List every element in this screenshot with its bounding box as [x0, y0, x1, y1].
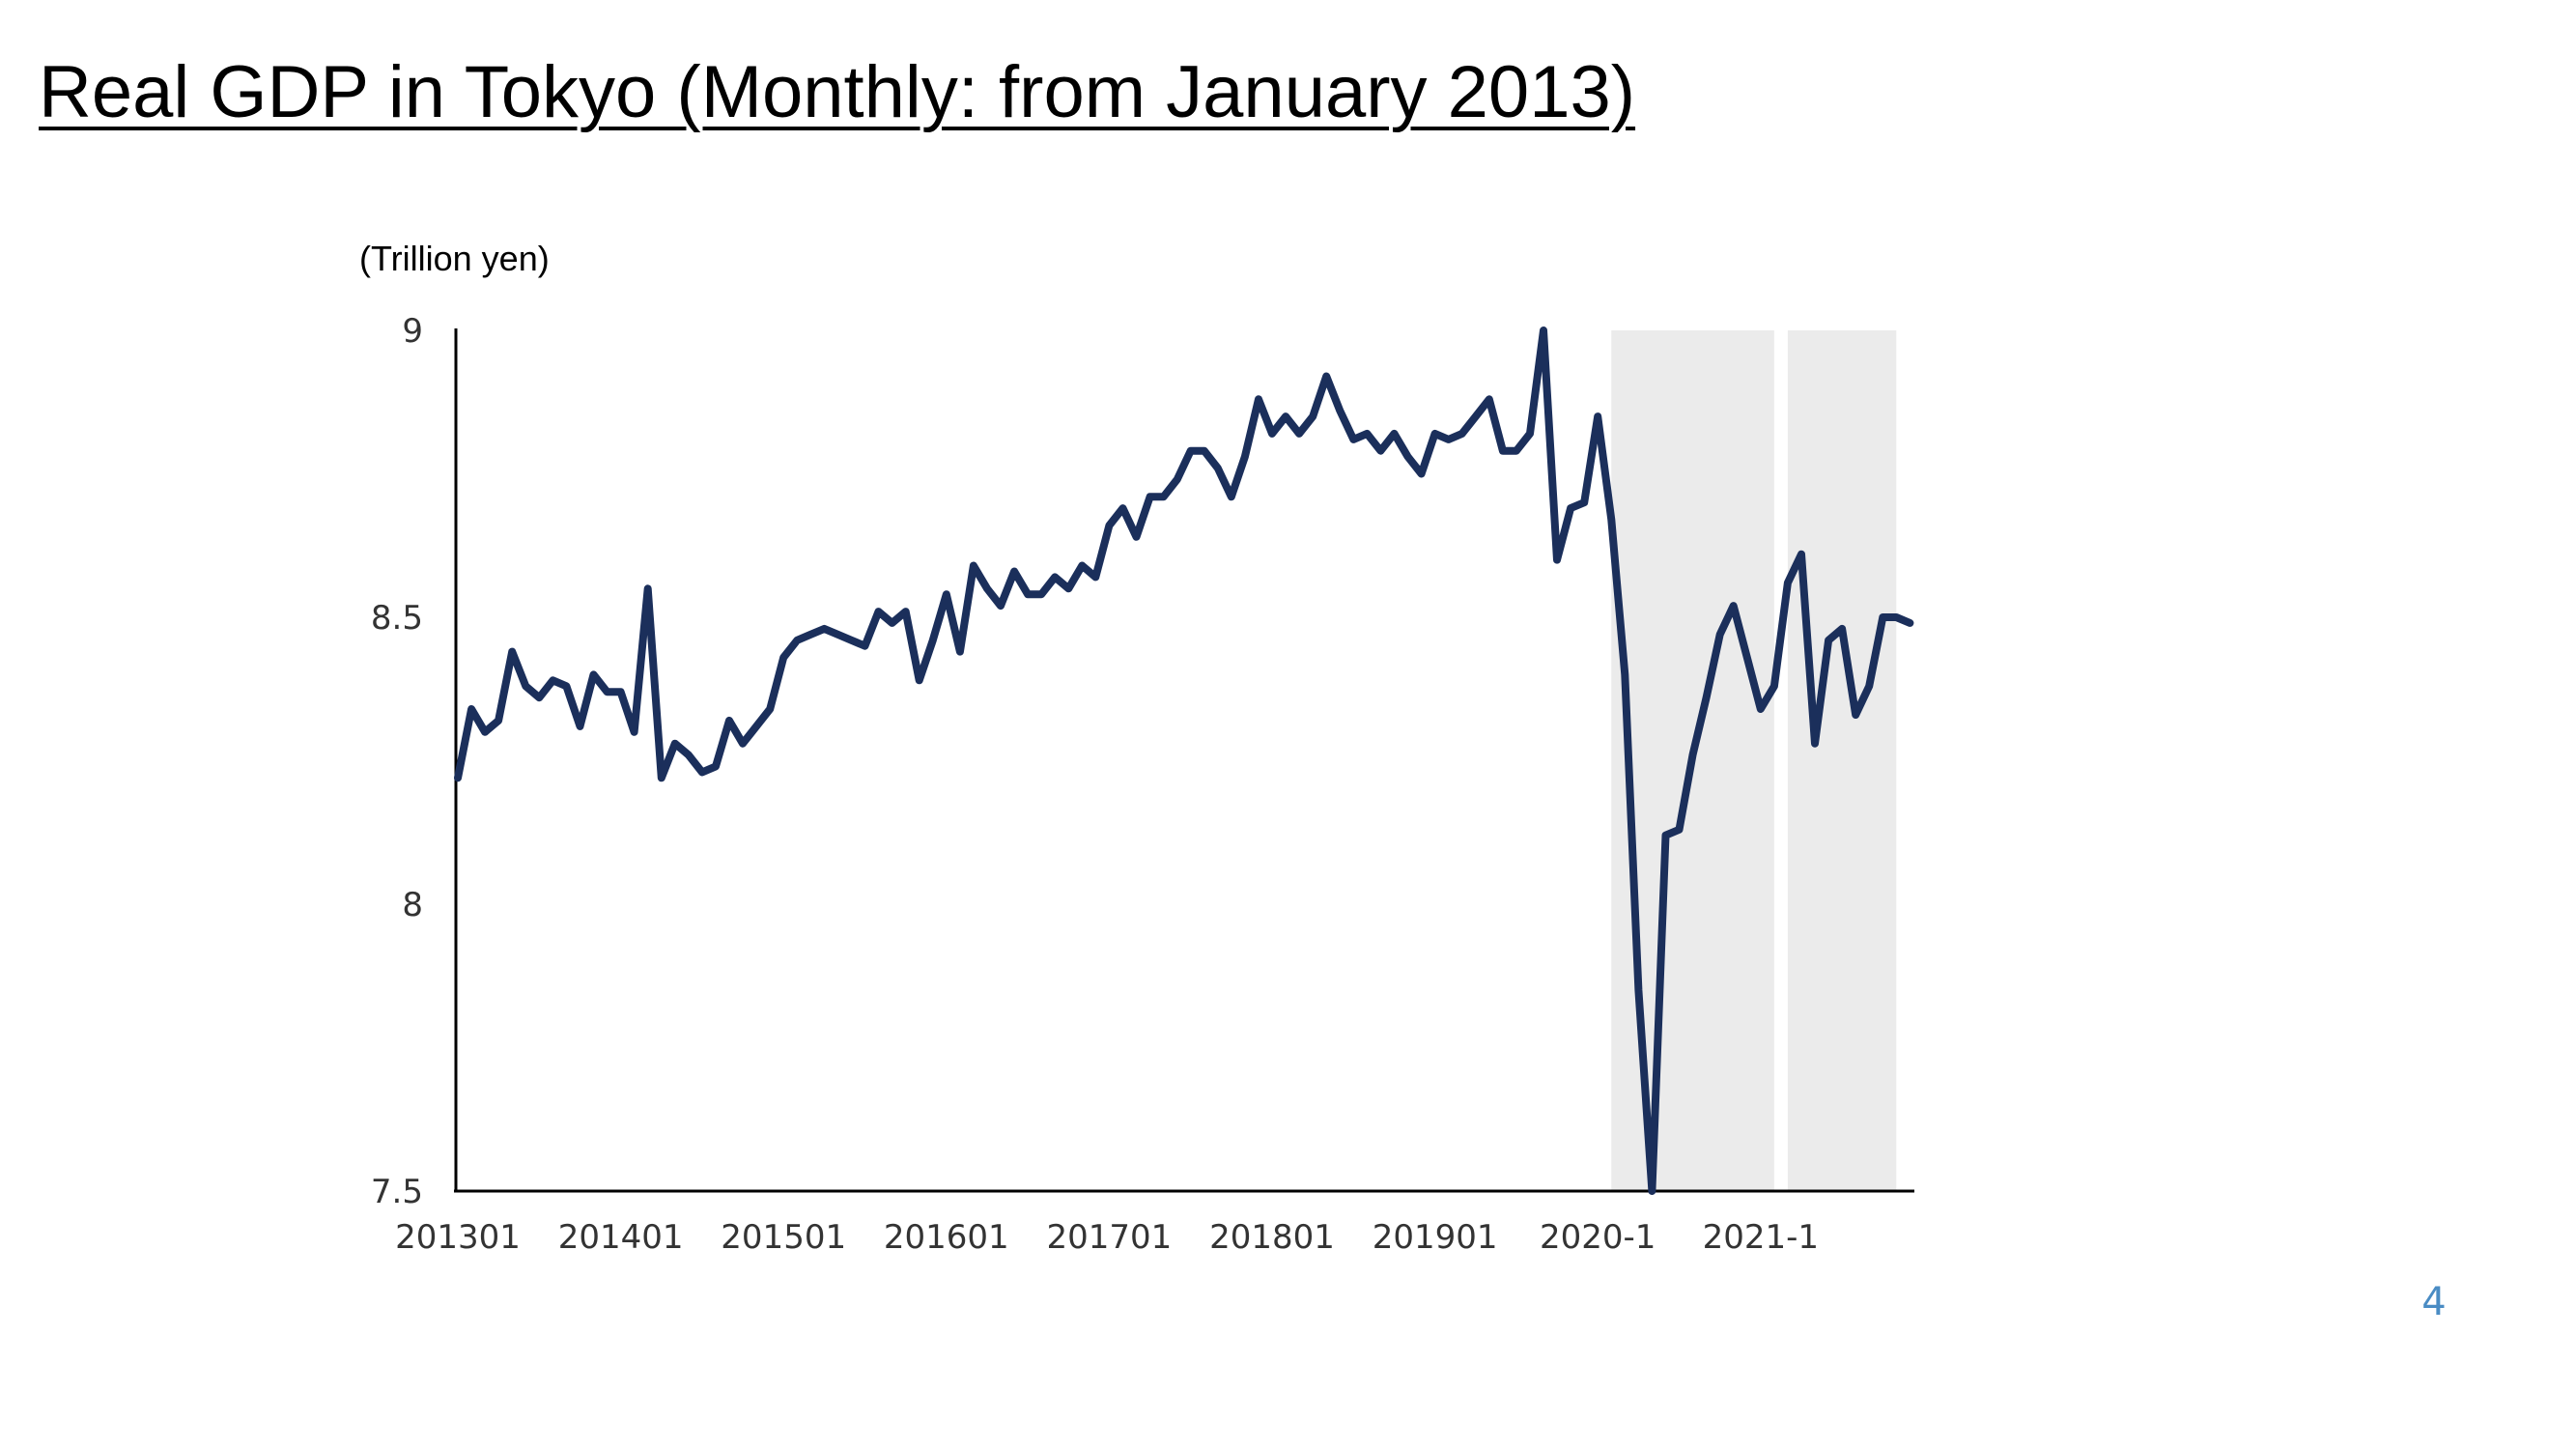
y-tick-label: 7.5	[371, 1173, 423, 1211]
y-tick-label: 9	[402, 312, 423, 351]
x-tick-label: 201301	[395, 1218, 521, 1257]
y-axis-tick-labels: 9 8.5 8 7.5	[371, 312, 423, 1211]
x-tick-label: 201601	[884, 1218, 1009, 1257]
x-tick-label: 201401	[558, 1218, 684, 1257]
y-axis-unit-label: (Trillion yen)	[359, 239, 550, 278]
x-axis-tick-labels: 201301 201401 201501 201601 201701 201801 2019…	[395, 1218, 1819, 1257]
x-tick-label: 201901	[1373, 1218, 1498, 1257]
slide-title: Real GDP in Tokyo (Monthly: from January…	[39, 51, 1636, 133]
y-tick-label: 8.5	[371, 599, 423, 638]
x-tick-label: 201701	[1047, 1218, 1173, 1257]
x-tick-label: 2021-1	[1703, 1218, 1819, 1257]
gdp-series-line	[454, 327, 1914, 1195]
x-tick-label: 2020-1	[1540, 1218, 1656, 1257]
shaded-period-2	[1787, 330, 1897, 1191]
page-number: 4	[2421, 1280, 2447, 1324]
y-tick-label: 8	[402, 886, 423, 924]
x-tick-label: 201501	[721, 1218, 846, 1257]
x-tick-label: 201801	[1209, 1218, 1335, 1257]
